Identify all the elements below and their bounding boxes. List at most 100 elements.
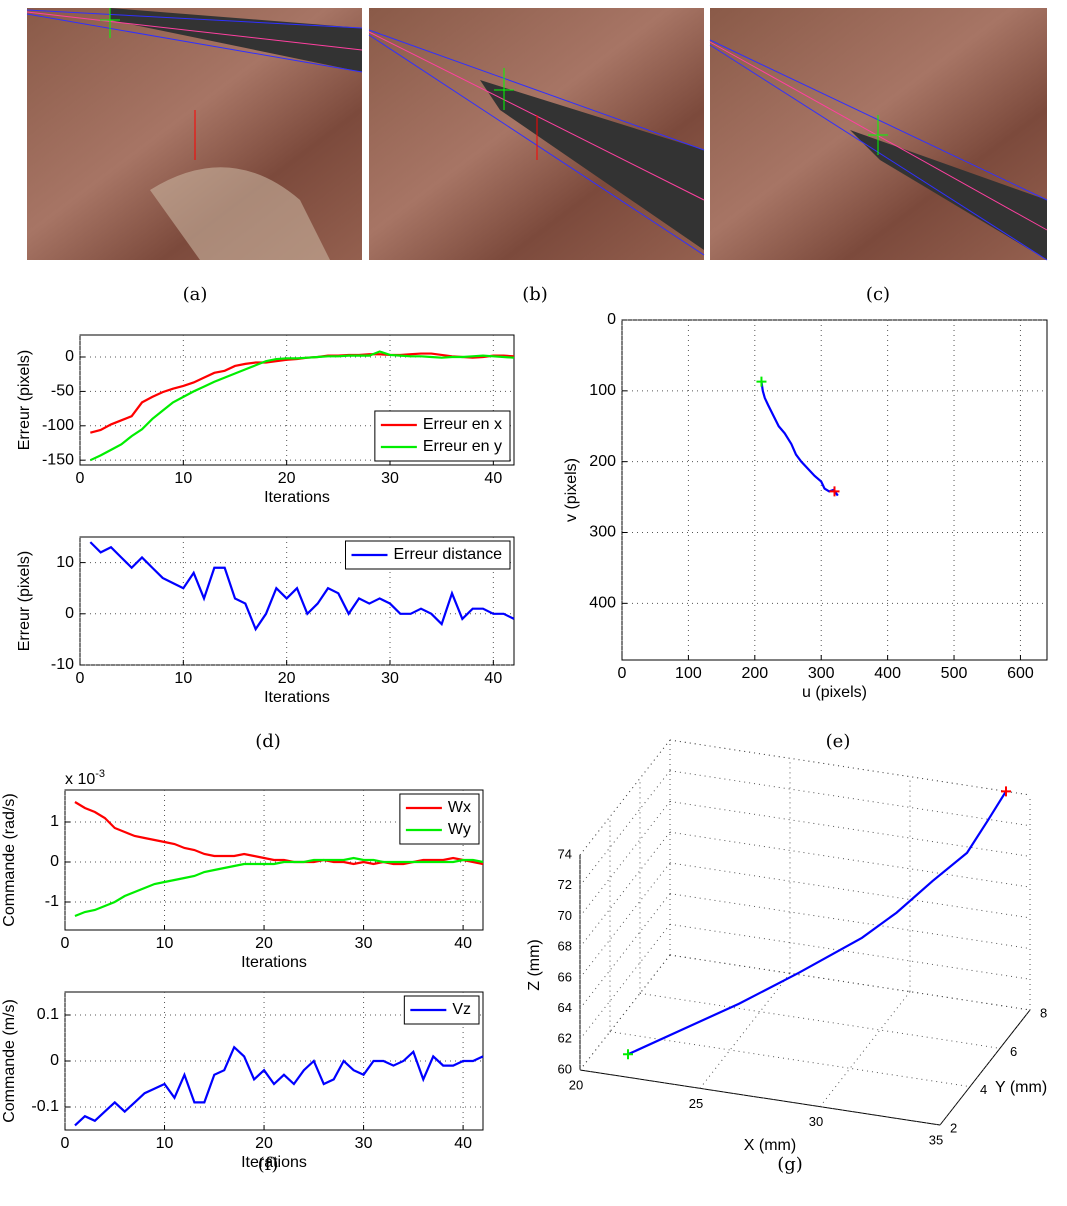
legend: Wx Wy — [399, 793, 480, 845]
z-tick-label: 60 — [558, 1061, 572, 1076]
z-tick-label: 62 — [558, 1031, 572, 1046]
box-edge — [579, 739, 671, 856]
grid-line — [579, 954, 671, 1071]
z-tick-label: 64 — [558, 1000, 572, 1015]
x-tick-label: 10 — [156, 935, 174, 952]
x-tick-label: 500 — [941, 665, 968, 682]
grid-line — [579, 862, 671, 979]
y-tick-label: 10 — [56, 554, 74, 571]
y-tick-label: -100 — [42, 417, 74, 434]
y-tick-label: -150 — [42, 451, 74, 468]
x-axis-label: Iterations — [264, 489, 330, 506]
x-tick-label: 0 — [76, 470, 85, 487]
grid-line — [669, 800, 1031, 857]
legend-box — [399, 793, 480, 845]
grid-line — [579, 923, 671, 1040]
x-tick-label: 30 — [381, 470, 399, 487]
legend: Vz — [403, 995, 480, 1025]
legend: Erreur en x Erreur en y — [374, 410, 511, 462]
grid-line — [669, 831, 1031, 888]
x-axis-label: Iterations — [241, 1154, 307, 1171]
grid-line — [579, 954, 671, 1071]
x-tick-label: 10 — [174, 670, 192, 687]
y-tick-label: 8 — [1040, 1005, 1047, 1020]
marker — [1001, 786, 1011, 797]
y-axis — [939, 1009, 1031, 1126]
x-tick-label: 25 — [689, 1096, 703, 1111]
grid-line — [669, 954, 1031, 1011]
grid-line — [669, 923, 1031, 980]
x-axis-label: Iterations — [264, 689, 330, 706]
y-axis-label: Y (mm) — [995, 1079, 1047, 1096]
legend-label: Wy — [448, 821, 471, 838]
grid-line — [579, 893, 671, 1009]
y-tick-label: 100 — [589, 382, 616, 399]
y-tick-label: -1 — [45, 893, 59, 910]
y-axis-label: Erreur (pixels) — [16, 350, 33, 450]
x-axis-label: Iterations — [241, 954, 307, 971]
x-tick-label: 0 — [618, 665, 627, 682]
grid-line — [819, 991, 911, 1107]
caption: (e) — [826, 731, 851, 752]
grid-line — [669, 954, 1031, 1011]
x-tick-label: 40 — [454, 935, 472, 952]
z-axis-label: Z (mm) — [526, 939, 543, 991]
x-tick-label: 30 — [809, 1114, 823, 1129]
y-axis-label: v (pixels) — [563, 458, 580, 522]
photo — [368, 8, 705, 260]
x-tick-label: 10 — [156, 1135, 174, 1152]
y-tick-label: 6 — [1010, 1044, 1017, 1059]
x-tick-label: 40 — [484, 670, 502, 687]
grid-line — [699, 973, 791, 1089]
y-tick-label: -0.1 — [31, 1098, 59, 1115]
x-tick-label: 300 — [808, 665, 835, 682]
grid-line — [579, 770, 671, 887]
photo — [26, 8, 363, 260]
x-tick-label: 200 — [741, 665, 768, 682]
y-tick-label: 2 — [950, 1120, 957, 1135]
grid-line — [639, 992, 1001, 1049]
box-edge — [579, 954, 671, 1071]
x-tick-label: 100 — [675, 665, 702, 682]
x-tick-label: 40 — [484, 470, 502, 487]
y-tick-label: 300 — [589, 524, 616, 541]
grid-line — [579, 801, 671, 917]
y-axis-label: Commande (m/s) — [1, 999, 18, 1123]
caption: (f) — [258, 1154, 279, 1175]
z-tick-label: 68 — [558, 939, 572, 954]
x-tick-label: 20 — [255, 935, 273, 952]
y-tick-label: 0 — [65, 348, 74, 365]
caption: (d) — [255, 731, 281, 752]
series-line — [627, 790, 1007, 1056]
series-line — [89, 541, 515, 632]
x-tick-label: 20 — [569, 1077, 583, 1092]
grid-line — [579, 831, 671, 948]
x-tick-label: 20 — [278, 670, 296, 687]
legend-label: Erreur en x — [423, 416, 502, 433]
caption: (c) — [866, 284, 890, 305]
legend: Erreur distance — [345, 540, 511, 570]
x-tick-label: 30 — [355, 935, 373, 952]
marker — [829, 486, 840, 497]
x-tick-label: 30 — [355, 1135, 373, 1152]
grid-line — [579, 739, 671, 856]
scale-exponent: -3 — [95, 768, 105, 780]
grid-line — [579, 1069, 941, 1126]
x-tick-label: 30 — [381, 670, 399, 687]
marker — [756, 376, 767, 387]
y-tick-label: 0 — [50, 1052, 59, 1069]
x-tick-label: 400 — [874, 665, 901, 682]
x-axis-label: X (mm) — [744, 1137, 796, 1154]
grid-line — [609, 1031, 971, 1088]
y-tick-label: 200 — [589, 453, 616, 470]
grid-line — [669, 739, 1031, 796]
x-tick-label: 600 — [1007, 665, 1034, 682]
y-tick-label: 4 — [980, 1082, 987, 1097]
z-tick-label: 66 — [558, 969, 572, 984]
y-axis-label: Commande (rad/s) — [1, 793, 18, 926]
x-tick-label: 10 — [174, 470, 192, 487]
x-tick-label: 0 — [61, 1135, 70, 1152]
x-tick-label: 0 — [76, 670, 85, 687]
z-tick-label: 72 — [558, 877, 572, 892]
